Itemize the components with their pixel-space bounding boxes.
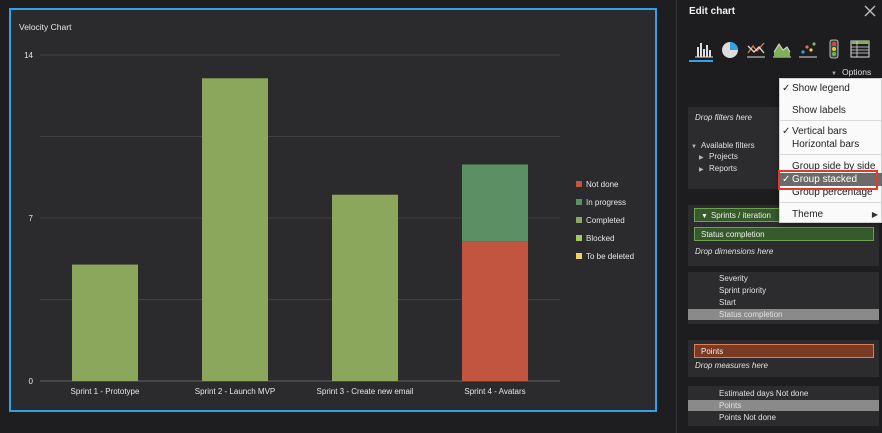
filter-item-projects[interactable]: ▶ Projects bbox=[699, 152, 738, 161]
list-item[interactable]: Points Not done bbox=[719, 413, 776, 422]
menu-separator bbox=[780, 154, 882, 155]
traffic-light-icon[interactable] bbox=[823, 38, 845, 60]
measures-box: Points Drop measures here bbox=[688, 340, 879, 377]
y-tick-label: 7 bbox=[29, 214, 34, 223]
checkmark-icon: ✓ bbox=[782, 174, 791, 185]
chevron-right-icon: ▶ bbox=[871, 210, 878, 219]
legend-label: Blocked bbox=[586, 234, 614, 243]
list-item[interactable]: Severity bbox=[719, 274, 748, 283]
legend-swatch bbox=[576, 217, 582, 223]
y-tick-label: 0 bbox=[29, 377, 34, 386]
menu-item-vertical-bars[interactable]: ✓ Vertical bars bbox=[782, 126, 848, 137]
dimension-pill-sprints[interactable]: ▼ Sprints / iteration bbox=[694, 208, 780, 222]
menu-separator bbox=[780, 202, 882, 203]
checkmark-icon: ✓ bbox=[782, 126, 791, 137]
y-tick-label: 14 bbox=[24, 51, 33, 60]
bar-chart-icon[interactable] bbox=[693, 38, 715, 60]
selected-type-indicator bbox=[689, 60, 713, 62]
velocity-chart: Velocity Chart 0 7 14 Sprint 1 - Prototype Sp… bbox=[19, 22, 634, 396]
menu-item-horizontal-bars[interactable]: Horizontal bars bbox=[792, 139, 860, 150]
x-tick-label: Sprint 3 - Create new email bbox=[317, 387, 414, 396]
list-item[interactable]: Estimated days Not done bbox=[719, 389, 809, 398]
list-item-selected-bg bbox=[688, 309, 879, 320]
filters-drop-zone[interactable]: Drop filters here bbox=[695, 113, 752, 122]
measures-drop-zone[interactable]: Drop measures here bbox=[695, 361, 768, 370]
chevron-down-icon: ▼ bbox=[831, 71, 837, 77]
line-chart-icon[interactable] bbox=[745, 38, 767, 60]
pie-chart-icon[interactable] bbox=[719, 38, 741, 60]
bar-not-done bbox=[462, 241, 528, 381]
x-tick-label: Sprint 2 - Launch MVP bbox=[195, 387, 275, 396]
dimensions-drop-zone[interactable]: Drop dimensions here bbox=[695, 247, 774, 256]
menu-item-group-percentage[interactable]: Group percentage bbox=[792, 187, 873, 198]
menu-item-show-legend[interactable]: ✓ Show legend bbox=[782, 83, 850, 94]
highlight-annotation bbox=[778, 170, 878, 190]
menu-separator bbox=[780, 120, 882, 121]
legend-label: Not done bbox=[586, 180, 619, 189]
legend-label: To be deleted bbox=[586, 252, 634, 261]
dimension-list: Severity Sprint priority Start Status co… bbox=[688, 272, 879, 324]
table-icon[interactable] bbox=[849, 38, 871, 60]
measure-pill-points[interactable]: Points bbox=[694, 344, 874, 358]
legend-label: Completed bbox=[586, 216, 625, 225]
legend-swatch bbox=[576, 235, 582, 241]
legend-swatch bbox=[576, 181, 582, 187]
area-chart-icon[interactable] bbox=[771, 38, 793, 60]
bar-in-progress bbox=[462, 164, 528, 242]
x-tick-label: Sprint 1 - Prototype bbox=[71, 387, 140, 396]
options-toggle[interactable]: ▼ Options bbox=[831, 67, 872, 77]
chart-panel[interactable]: Velocity Chart 0 7 14 Sprint 1 - Prototype Sp… bbox=[9, 8, 657, 412]
list-item-selected[interactable]: Points bbox=[719, 401, 742, 410]
measure-list: Estimated days Not done Points Points No… bbox=[688, 386, 879, 426]
filter-icon: ▼ bbox=[701, 213, 708, 220]
legend-swatch bbox=[576, 199, 582, 205]
list-item[interactable]: Start bbox=[719, 298, 736, 307]
bar-completed bbox=[202, 78, 268, 382]
list-item[interactable]: Sprint priority bbox=[719, 286, 767, 295]
list-item-selected[interactable]: Status completion bbox=[719, 310, 783, 319]
x-tick-label: Sprint 4 - Avatars bbox=[464, 387, 525, 396]
legend-label: In progress bbox=[586, 198, 626, 207]
filter-item-reports[interactable]: ▶ Reports bbox=[699, 164, 738, 173]
menu-item-theme[interactable]: Theme ▶ bbox=[792, 209, 878, 220]
menu-item-group-side-by-side[interactable]: Group side by side bbox=[792, 161, 876, 172]
checkmark-icon: ✓ bbox=[782, 83, 791, 94]
bar-completed bbox=[72, 264, 138, 381]
bar-completed bbox=[332, 194, 398, 381]
chart-title: Velocity Chart bbox=[19, 22, 72, 32]
dimension-pill-status[interactable]: Status completion bbox=[694, 227, 874, 241]
close-icon[interactable] bbox=[863, 4, 877, 18]
menu-item-group-stacked[interactable]: ✓ Group stacked bbox=[780, 173, 882, 186]
menu-item-show-labels[interactable]: Show labels bbox=[792, 105, 846, 116]
panel-title: Edit chart bbox=[689, 6, 736, 17]
scatter-chart-icon[interactable] bbox=[797, 38, 819, 60]
legend-swatch bbox=[576, 253, 582, 259]
list-item-selected-bg bbox=[688, 400, 879, 411]
options-menu: ✓ Show legend Show labels ✓ Vertical bars … bbox=[779, 78, 882, 223]
available-filters-toggle[interactable]: ▼ Available filters bbox=[691, 141, 755, 150]
